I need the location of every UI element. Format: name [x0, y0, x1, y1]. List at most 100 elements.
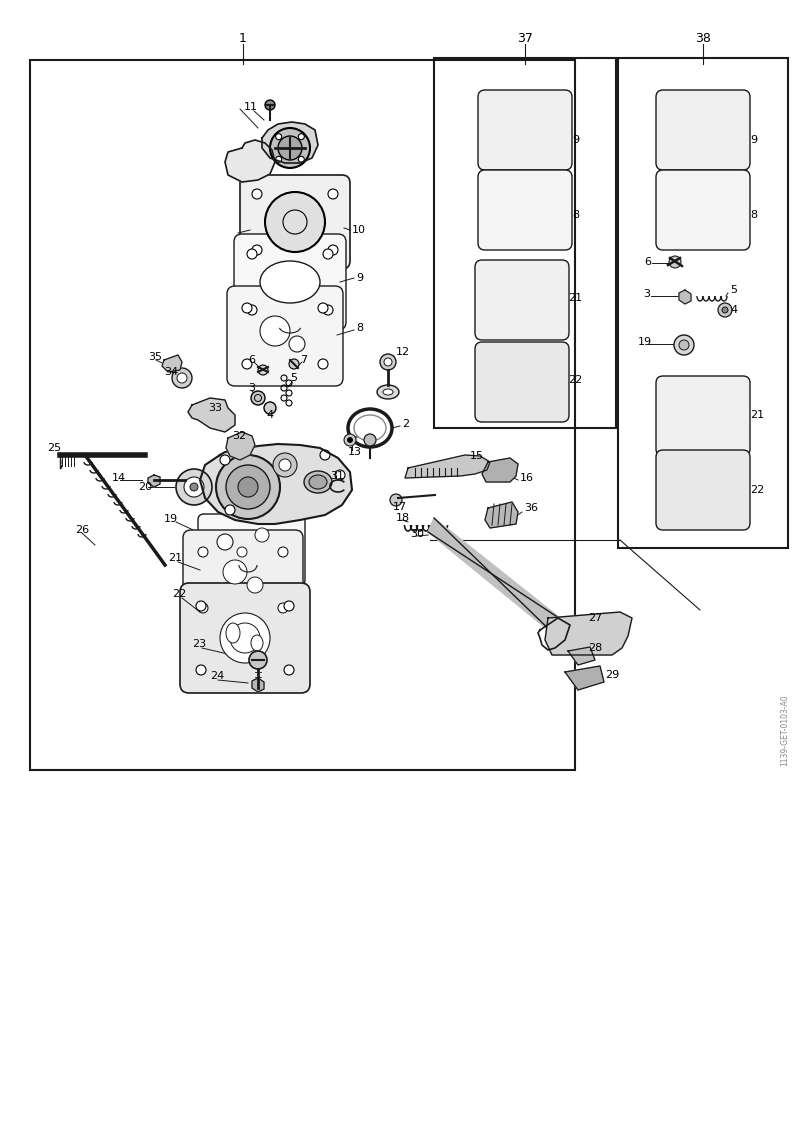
Circle shape: [242, 303, 252, 313]
Ellipse shape: [309, 475, 327, 489]
Text: 2: 2: [402, 418, 409, 429]
Circle shape: [524, 297, 540, 314]
FancyBboxPatch shape: [198, 513, 305, 586]
FancyBboxPatch shape: [234, 234, 346, 330]
Circle shape: [247, 249, 257, 259]
Circle shape: [264, 402, 276, 414]
Circle shape: [729, 148, 737, 156]
Circle shape: [247, 305, 257, 316]
Circle shape: [258, 365, 268, 375]
FancyBboxPatch shape: [656, 170, 750, 250]
Circle shape: [284, 601, 294, 611]
Circle shape: [669, 148, 677, 156]
Text: 19: 19: [638, 337, 652, 347]
Circle shape: [252, 189, 262, 199]
Circle shape: [284, 665, 294, 675]
Ellipse shape: [260, 261, 320, 303]
Text: 10: 10: [352, 225, 366, 235]
Text: 12: 12: [396, 347, 410, 357]
Circle shape: [679, 340, 689, 349]
Circle shape: [551, 148, 559, 156]
FancyBboxPatch shape: [478, 170, 572, 250]
Circle shape: [347, 438, 353, 442]
Text: 22: 22: [172, 589, 186, 599]
Circle shape: [289, 336, 305, 352]
Polygon shape: [568, 647, 595, 665]
Circle shape: [669, 256, 681, 268]
Circle shape: [255, 528, 269, 542]
Text: 9: 9: [356, 273, 363, 283]
Circle shape: [184, 477, 204, 497]
Circle shape: [220, 613, 270, 663]
Text: 28: 28: [588, 644, 602, 653]
Circle shape: [390, 494, 402, 506]
Circle shape: [276, 133, 282, 140]
FancyBboxPatch shape: [183, 530, 303, 630]
Polygon shape: [262, 122, 318, 163]
Circle shape: [335, 470, 345, 480]
Polygon shape: [248, 183, 342, 261]
Bar: [434, 58, 616, 428]
Text: 21: 21: [168, 553, 182, 563]
FancyBboxPatch shape: [240, 175, 350, 269]
Circle shape: [237, 547, 247, 556]
Circle shape: [196, 665, 206, 675]
Ellipse shape: [499, 192, 551, 228]
Bar: [618, 58, 788, 549]
Circle shape: [323, 305, 333, 316]
Text: 4: 4: [266, 411, 273, 420]
Text: 37: 37: [517, 32, 533, 44]
Circle shape: [683, 470, 723, 510]
Polygon shape: [679, 290, 691, 304]
Text: 6: 6: [644, 257, 651, 267]
Polygon shape: [545, 612, 632, 655]
Circle shape: [252, 245, 262, 254]
Circle shape: [223, 560, 247, 584]
Text: 31: 31: [330, 470, 344, 481]
Text: 30: 30: [410, 529, 424, 539]
Polygon shape: [428, 518, 565, 638]
Circle shape: [216, 455, 280, 519]
Circle shape: [344, 434, 356, 446]
FancyBboxPatch shape: [227, 286, 343, 386]
Circle shape: [198, 547, 208, 556]
Text: 4: 4: [730, 305, 737, 316]
Text: 9: 9: [750, 135, 757, 145]
Circle shape: [328, 245, 338, 254]
Circle shape: [328, 189, 338, 199]
Text: 29: 29: [605, 670, 619, 680]
Circle shape: [260, 316, 290, 346]
Text: 22: 22: [568, 375, 582, 385]
Circle shape: [220, 455, 230, 465]
Text: 25: 25: [47, 443, 61, 454]
FancyBboxPatch shape: [656, 450, 750, 530]
Circle shape: [251, 391, 265, 405]
Circle shape: [247, 577, 263, 593]
Circle shape: [507, 195, 527, 215]
Circle shape: [574, 627, 590, 644]
Text: 7: 7: [300, 355, 307, 365]
Circle shape: [172, 368, 192, 388]
Circle shape: [718, 303, 732, 317]
Circle shape: [320, 450, 330, 460]
FancyBboxPatch shape: [478, 90, 572, 170]
Polygon shape: [565, 666, 604, 690]
Text: 14: 14: [112, 473, 126, 483]
Circle shape: [176, 469, 212, 506]
FancyBboxPatch shape: [180, 582, 310, 693]
Polygon shape: [226, 432, 255, 460]
Ellipse shape: [226, 623, 240, 644]
Text: 5: 5: [730, 285, 737, 295]
Circle shape: [196, 601, 206, 611]
Circle shape: [551, 104, 559, 112]
Circle shape: [669, 228, 677, 236]
Circle shape: [364, 434, 376, 446]
Text: 3: 3: [643, 290, 650, 299]
Circle shape: [278, 547, 288, 556]
Circle shape: [298, 133, 304, 140]
Circle shape: [729, 228, 737, 236]
Text: 17: 17: [393, 502, 407, 512]
Polygon shape: [188, 398, 235, 432]
Circle shape: [323, 249, 333, 259]
Circle shape: [278, 136, 302, 159]
